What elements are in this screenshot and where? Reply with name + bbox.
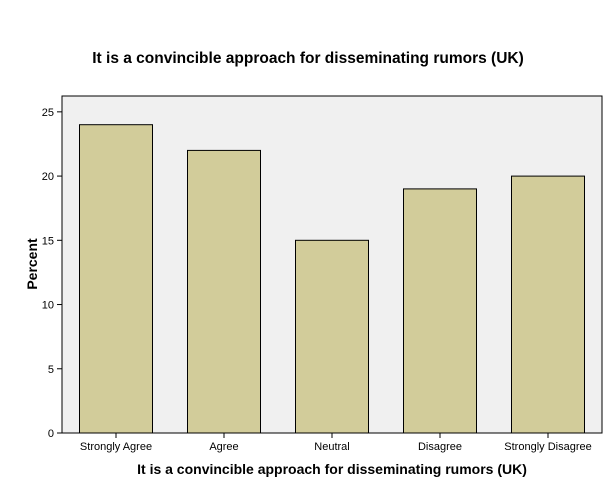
x-tick-label: Strongly Disagree	[504, 441, 591, 453]
x-tick-label: Neutral	[314, 441, 349, 453]
y-tick-label: 10	[42, 300, 54, 312]
x-tick-label: Disagree	[418, 441, 462, 453]
y-tick-label: 20	[42, 171, 54, 183]
bar-strongly-agree	[79, 124, 153, 434]
y-tick-label: 25	[42, 107, 54, 119]
x-tick-label: Agree	[209, 441, 238, 453]
bar-disagree	[403, 188, 477, 434]
bar-series	[79, 124, 585, 434]
x-axis-label: It is a convincible approach for dissemi…	[137, 461, 527, 477]
y-tick-label: 0	[48, 428, 54, 440]
x-tick-label: Strongly Agree	[80, 441, 152, 453]
bar-neutral	[295, 239, 369, 434]
bar-strongly-disagree	[511, 175, 585, 434]
bar-agree	[187, 149, 261, 434]
y-tick-label: 15	[42, 235, 54, 247]
chart-title: It is a convincible approach for dissemi…	[92, 50, 524, 67]
y-axis: 0 5 10 15 20 25	[42, 107, 62, 440]
y-axis-label: Percent	[24, 238, 40, 290]
y-tick-label: 5	[48, 364, 54, 376]
x-axis: Strongly Agree Agree Neutral Disagree Strong…	[80, 433, 592, 453]
